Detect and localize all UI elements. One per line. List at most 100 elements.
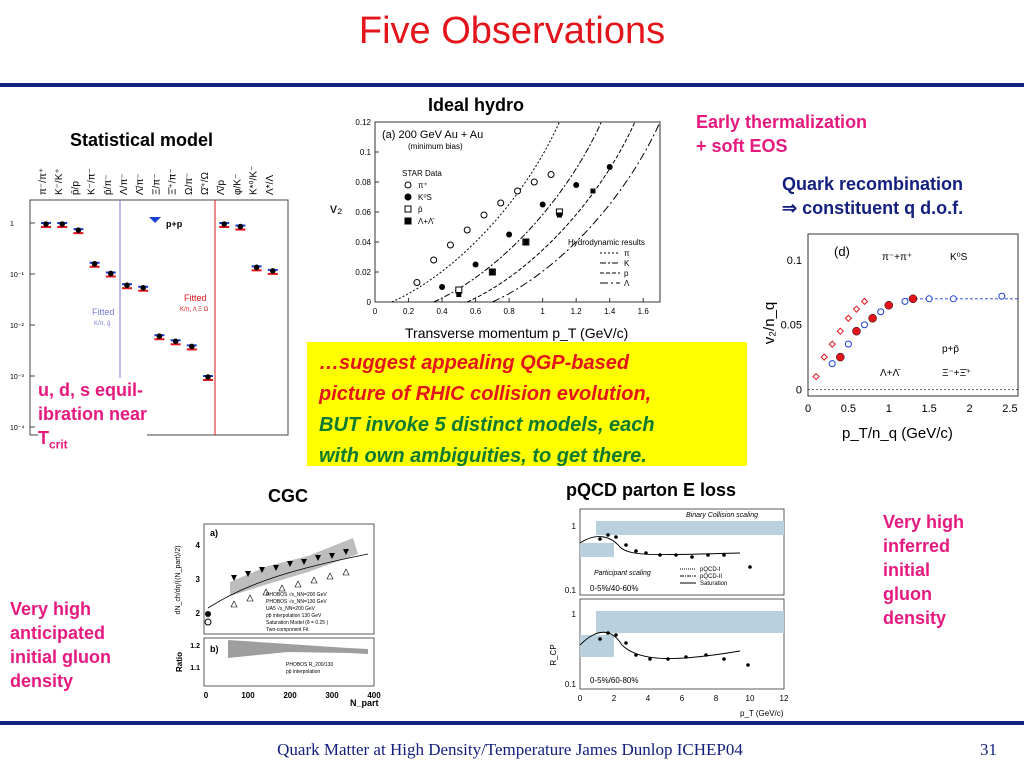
stat-note-line-2: ibration near [38, 404, 148, 424]
cgc-point-open [326, 572, 334, 580]
recomb-point [828, 340, 836, 348]
recomb-point [925, 295, 933, 303]
stat-note-line-3: Tcrit [38, 428, 68, 452]
cgc-y-axis-top: dN_ch/dη/(⟨N_part⟩/2) [174, 546, 182, 615]
recombination-figure: (d) π⁻+π⁺ K⁰S p+p̄ Λ+Λ̄ Ξ⁻+Ξ̄⁺ 0 0.05 0.1 0 0.5… [761, 233, 1019, 442]
hydro-data-points [413, 164, 613, 297]
callout-highlight [307, 342, 747, 466]
hydro-figure: (a) 200 GeV Au + Au (minimum bias) STAR … [330, 118, 661, 341]
cgc-note-line-4: density [10, 671, 74, 691]
cgc-point [273, 565, 279, 571]
pqcd-point-top [634, 549, 638, 553]
stat-legend-text: p+p [166, 219, 183, 229]
pqcd-participant-band-top [580, 543, 614, 557]
hydro-point [606, 164, 613, 170]
recomb-legend-text: π⁻+π⁺ [882, 252, 912, 263]
recomb-legend-text: K⁰S [950, 252, 968, 263]
hydro-model-label: Hydrodynamic results [568, 238, 645, 247]
cgc-point [343, 549, 349, 555]
cgc-y-tick: 3 [196, 575, 201, 584]
pqcd-bottom-curve [579, 631, 741, 659]
hydro-point [539, 201, 546, 208]
hydro-model-curve [492, 121, 661, 303]
hydro-point [523, 239, 529, 245]
pqcd-x-tick: 4 [646, 694, 651, 703]
recomb-point [901, 297, 909, 305]
stat-ratio-label: p̄/π⁻ [103, 174, 114, 195]
pqcd-point-bottom [666, 657, 670, 661]
stat-point [172, 338, 179, 345]
hydro-point [506, 231, 513, 238]
cgc-ua5-point [205, 611, 211, 617]
pqcd-point-bottom [598, 637, 602, 641]
recomb-point [844, 340, 852, 348]
cgc-point [287, 561, 293, 567]
stat-ratio-label: π⁻/π⁺ [38, 168, 49, 195]
cgc-point [329, 553, 335, 559]
recomb-point [852, 305, 861, 313]
recomb-y-tick: 0.05 [781, 320, 802, 332]
cgc-legend-b-text: PHOBOS R_200/130 [286, 662, 333, 668]
stat-ratio-label: Λ̄/π⁻ [135, 173, 146, 195]
pqcd-data-points [598, 533, 752, 667]
cgc-point-open [246, 594, 254, 602]
hydro-x-tick: 0 [373, 307, 378, 316]
hydro-y-tick: 0.02 [355, 268, 371, 277]
hydro-panel-sublabel: (minimum bias) [408, 142, 463, 151]
stat-ratio-label: Λ/π⁻ [119, 173, 130, 195]
footer-divider [0, 721, 1024, 725]
pqcd-x-tick: 6 [680, 694, 685, 703]
cgc-point [301, 559, 307, 565]
cgc-panel-b: b) [210, 644, 219, 654]
cgc-point-open [294, 580, 302, 588]
pqcd-x-ticks: 0 2 4 6 8 10 12 [578, 694, 789, 703]
pqcd-point-bottom [634, 653, 638, 657]
recomb-point [998, 292, 1006, 300]
statistical-model-caption: Statistical model [70, 130, 214, 150]
pqcd-point-top [614, 535, 618, 539]
recomb-data-points [812, 292, 1006, 381]
pqcd-participant-band-bottom [580, 635, 614, 657]
pqcd-x-tick: 8 [714, 694, 719, 703]
hydro-y-tick: 0.08 [355, 178, 371, 187]
stat-ratio-label: Ω̄⁺/Ω [200, 171, 211, 195]
cgc-note-line-1: Very high [10, 599, 92, 619]
pqcd-binary-band-bottom [596, 611, 784, 633]
pqcd-figure: Binary Collision scaling Participant sca… [549, 508, 789, 718]
recomb-point [908, 294, 918, 304]
pqcd-note-line-4: gluon [883, 584, 932, 604]
stat-ratio-label: p̄/p [70, 181, 81, 195]
hydro-point [463, 226, 471, 234]
stat-fitted-right-sub: K/π, Λ Ξ Ω [180, 307, 209, 313]
pqcd-top-curve [579, 536, 741, 556]
stat-point [253, 264, 260, 271]
recomb-y-tick: 0.1 [787, 255, 802, 267]
stat-point [156, 333, 163, 339]
hydro-point [456, 292, 462, 297]
stat-point [205, 374, 211, 380]
stat-fitted-left: Fitted [92, 307, 115, 317]
recomb-y-ticks: 0 0.05 0.1 [781, 255, 802, 397]
hydro-caption: Ideal hydro [428, 95, 525, 115]
statistical-model-note: u, d, s equil- ibration near Tcrit [38, 378, 148, 457]
callout-line-4: with own ambiguities, to get there. [319, 445, 647, 467]
pqcd-centrality-bottom: 0-5%/60-80% [590, 676, 638, 685]
hydro-y-tick: 0.04 [355, 238, 371, 247]
recomb-point [884, 301, 894, 310]
pqcd-note-line-3: initial [883, 560, 931, 580]
pqcd-centrality-top: 0-5%/40-60% [590, 584, 638, 593]
pqcd-x-tick: 0 [578, 694, 583, 703]
hydro-model-curve [391, 121, 560, 303]
hydro-legend-marker [404, 181, 412, 189]
hydro-x-tick: 1 [540, 307, 545, 316]
pqcd-point-bottom [624, 641, 628, 645]
hydro-x-ticks: 0 0.2 0.4 0.6 0.8 1 1.2 1.4 1.6 [373, 298, 649, 316]
pqcd-x-tick: 12 [780, 694, 789, 703]
stat-ratio-label: Ξ/π⁻ [151, 174, 162, 195]
pqcd-x-axis-label: p_T (GeV/c) [740, 709, 784, 718]
recomb-point [820, 353, 828, 361]
pqcd-note-line-2: inferred [883, 536, 951, 556]
pqcd-point-top [644, 551, 648, 555]
cgc-x-axis-label: N_part [350, 698, 379, 708]
